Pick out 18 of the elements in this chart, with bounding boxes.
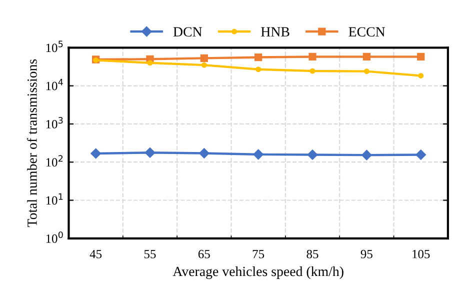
y-tick-label: 10$^{1}$ [46, 193, 63, 205]
legend-label: HNB [261, 27, 290, 36]
y-tick-label: 10$^{5}$ [46, 40, 63, 52]
legend-label: DCN [173, 27, 202, 37]
x-tick-label: 55 [144, 250, 156, 258]
x-tick-label: 65 [198, 250, 210, 258]
y-tick-label: 10$^{2}$ [46, 155, 63, 167]
x-axis-title: Average vehicles speed (km/h) [172, 266, 344, 280]
legend-label: ECCN [348, 27, 386, 37]
y-tick-label: 10$^{0}$ [46, 231, 63, 243]
x-tick-label: 75 [252, 250, 264, 258]
x-tick-label: 95 [360, 250, 372, 258]
x-tick-label: 45 [90, 250, 102, 258]
y-tick-label: 10$^{4}$ [46, 78, 63, 90]
y-tick-label: 10$^{3}$ [46, 117, 63, 128]
y-axis-title: Total number of transmissions [26, 59, 37, 227]
x-tick-label: 85 [306, 250, 318, 258]
x-tick-label: 105 [412, 250, 430, 258]
